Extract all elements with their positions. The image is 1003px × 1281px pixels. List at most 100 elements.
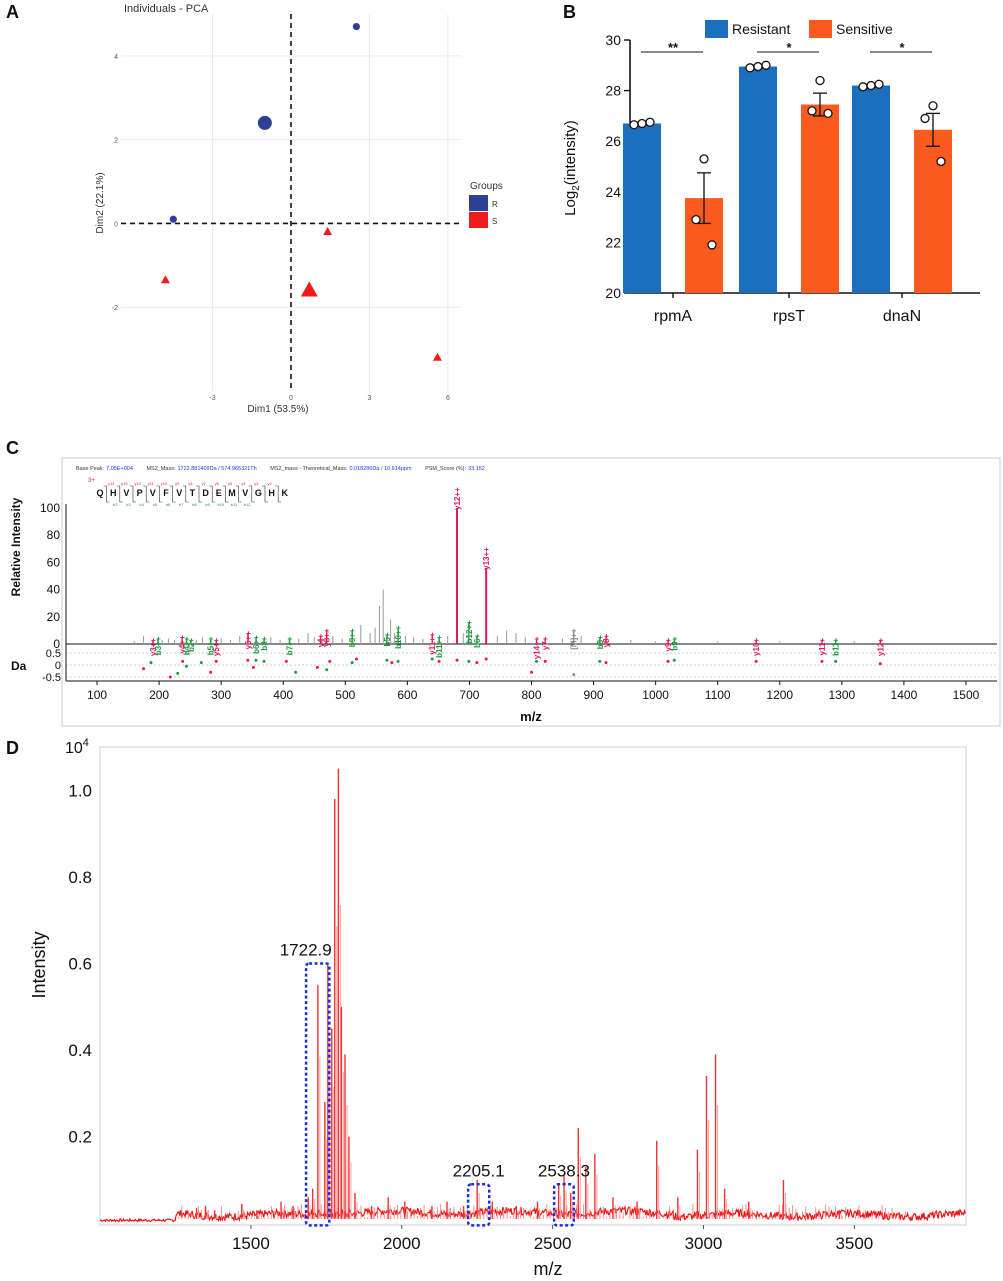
- ms2-peak-label: y13++: [482, 547, 491, 570]
- sequence-residue: D: [202, 488, 209, 498]
- ms2-mass-error-point: [484, 657, 488, 661]
- maldi-x-label: m/z: [534, 1259, 563, 1279]
- sequence-cleavage-mark: [182, 485, 189, 503]
- sequence-residue: Q: [96, 488, 103, 498]
- ms2-peak-label: y10+: [752, 638, 761, 656]
- ms2-mass-error-point: [390, 661, 394, 665]
- ms2-mass-error-point: [455, 658, 459, 662]
- sequence-residue: E: [216, 488, 222, 498]
- bar-y-tick: 22: [605, 234, 621, 250]
- ms2-peak-label: b9+: [670, 636, 679, 650]
- ms2-mass-error-point: [878, 662, 882, 666]
- pca-point-s: [432, 352, 442, 361]
- ms2-mass-error-point: [672, 658, 676, 662]
- ms2-x-tick: 1200: [766, 688, 793, 702]
- bar-y-label: Log2(intensity): [562, 120, 582, 216]
- ms2-mass-error-point: [176, 671, 180, 675]
- ms2-charge: 3+: [88, 478, 95, 484]
- ms2-mass-error-point: [396, 659, 400, 663]
- pca-point-r: [257, 115, 272, 130]
- maldi-plot-area: [99, 746, 967, 1226]
- ms2-mass-error-point: [475, 661, 479, 665]
- maldi-y-tick: 0.2: [68, 1128, 92, 1147]
- ms2-x-tick: 700: [459, 688, 479, 702]
- ms2-mass-error-point: [209, 670, 213, 674]
- ms2-mass-error-point: [251, 665, 255, 669]
- ms2-peak-label: y12+: [876, 638, 885, 656]
- ms2-peak-label: b4++: [182, 636, 191, 655]
- ms2-peak-label: y8++: [323, 628, 332, 647]
- sequence-b-ion-tag: b5: [153, 502, 158, 507]
- sequence-y-ion-tag: y4: [241, 481, 246, 486]
- ms2-peak-label: y14++: [532, 636, 541, 659]
- bar-sensitive: [801, 104, 839, 293]
- bar-data-point: [815, 75, 825, 86]
- ms2-peak-label: y4++: [178, 635, 187, 654]
- ms2-mass-error-point: [315, 665, 319, 669]
- ms2-mass-error-point: [325, 668, 329, 672]
- sequence-b-ion-tag: b2: [113, 502, 118, 507]
- bar-data-point: [761, 60, 771, 70]
- bar-resistant: [623, 123, 661, 294]
- bar-category-label: rpmA: [654, 308, 693, 325]
- ms2-x-tick: 1400: [891, 688, 918, 702]
- pca-point-r: [352, 22, 360, 31]
- ms2-peak-label: y9+: [664, 638, 673, 652]
- maldi-annotation-label: 1722.9: [280, 940, 332, 959]
- ms2-mass-error-point: [430, 657, 434, 661]
- bar-resistant: [852, 85, 890, 293]
- ms2-peak-label: b5++: [207, 636, 216, 655]
- panel-d-label: D: [6, 738, 19, 758]
- bar-data-point: [645, 117, 655, 127]
- sequence-b-ion-tag: b10: [217, 502, 224, 507]
- bar-data-point: [920, 113, 930, 124]
- sequence-cleavage-mark: [103, 485, 110, 503]
- ms2-peak-label: y11+: [818, 638, 827, 656]
- ms2-x-tick: 800: [521, 688, 541, 702]
- sequence-b-ion-tag: b7: [179, 502, 184, 507]
- bar-data-point: [629, 120, 639, 130]
- bar-data-point: [745, 63, 755, 73]
- sequence-residue: F: [163, 488, 169, 498]
- sequence-cleavage-mark: [169, 485, 176, 503]
- sequence-cleavage-mark: [130, 485, 136, 503]
- ms2-y-tick: 40: [47, 583, 61, 597]
- bar-data-point: [753, 61, 763, 72]
- pca-y-tick: 2: [114, 138, 118, 145]
- sequence-residue: H: [110, 488, 117, 498]
- pca-y-tick: -2: [112, 305, 118, 312]
- bar-data-point: [707, 240, 717, 250]
- pca-y-label: Dim2 (22.1%): [95, 172, 106, 233]
- ms2-mass-error-point: [181, 659, 185, 663]
- ms2-x-tick: 900: [584, 688, 604, 702]
- sequence-residue: M: [228, 488, 236, 498]
- bar-legend-swatch-resistant: [705, 20, 728, 38]
- ms2-y-tick: 80: [47, 528, 61, 542]
- ms2-x-tick: 1100: [705, 688, 731, 702]
- ms2-mass-error-point: [350, 661, 354, 665]
- sequence-cleavage-mark: [143, 485, 150, 503]
- bar-sensitive: [914, 129, 952, 293]
- ms2-mass-error-point: [284, 659, 288, 663]
- ms2-mass-error-point: [530, 670, 533, 674]
- pca-x-tick: 3: [368, 395, 372, 402]
- ms2-peak-label: b10++: [394, 625, 403, 648]
- bar-data-point: [858, 82, 868, 92]
- sequence-y-ion-tag: y8: [188, 481, 193, 486]
- sequence-b-ion-tag: b3: [126, 502, 131, 507]
- ms2-peak-label: b6++: [252, 635, 261, 654]
- ms2-peak-label: y6++: [244, 631, 253, 650]
- ms2-mass-error-point: [385, 658, 389, 662]
- ms2-error-tick: 0: [55, 660, 61, 672]
- pca-title: Individuals - PCA: [124, 3, 209, 15]
- bar-data-point: [699, 154, 709, 164]
- sequence-y-ion-tag: y14: [108, 481, 115, 486]
- pca-gridlines: [121, 14, 461, 391]
- ms2-mass-error-point: [199, 661, 203, 665]
- bar-data-point: [874, 79, 884, 89]
- sequence-b-ion-tag: b4: [139, 502, 144, 507]
- bar-resistant: [739, 66, 777, 293]
- ms2-peak-label: b7++: [285, 636, 294, 655]
- pca-chart: Individuals - PCA Dim1 (53.5%) Dim2 (22.…: [95, 3, 503, 415]
- ms2-peak-label: b3++: [154, 636, 163, 655]
